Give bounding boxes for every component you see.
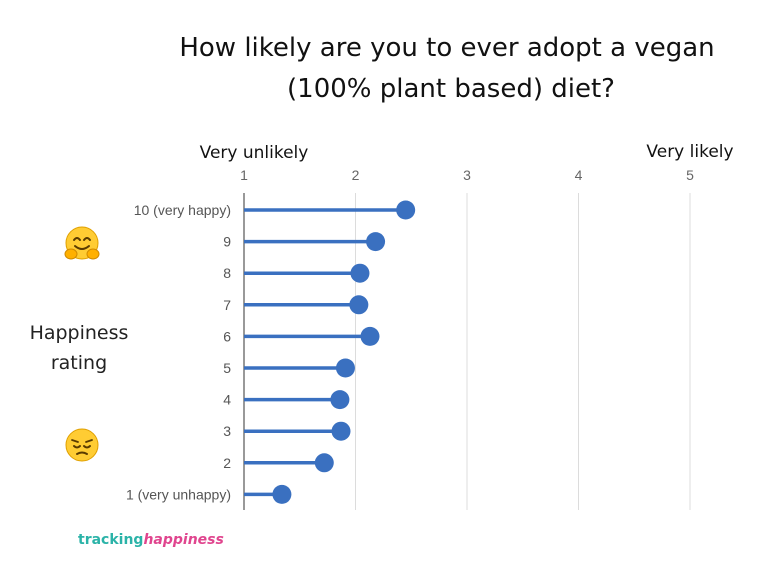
category-label: 6 xyxy=(223,328,231,344)
title-line-2: (100% plant based) diet? xyxy=(287,74,615,104)
pensive-face-icon xyxy=(65,428,99,462)
y-axis-label: Happiness rating xyxy=(14,318,144,378)
category-label: 9 xyxy=(223,234,231,250)
category-label: 3 xyxy=(223,423,231,439)
chart-title: How likely are you to ever adopt a vegan… xyxy=(0,28,782,110)
logo-word-2: happiness xyxy=(143,532,224,548)
x-tick-label: 5 xyxy=(686,167,694,183)
tracking-happiness-logo: trackinghappiness xyxy=(78,532,224,548)
lollipop-point xyxy=(272,484,292,504)
lollipop-point xyxy=(314,453,334,473)
hugging-face-icon xyxy=(64,226,100,260)
x-tick-label: 1 xyxy=(240,167,248,183)
lollipop-point xyxy=(366,232,386,252)
x-tick-label: 2 xyxy=(352,167,360,183)
category-label: 5 xyxy=(223,360,231,376)
y-axis-label-line-1: Happiness xyxy=(29,322,129,344)
category-label: 2 xyxy=(223,455,231,471)
category-label: 8 xyxy=(223,265,231,281)
title-line-1: How likely are you to ever adopt a vegan xyxy=(179,33,715,63)
lollipop-point xyxy=(349,295,369,315)
x-axis-low-label: Very unlikely xyxy=(200,143,309,163)
lollipop-point xyxy=(350,263,370,283)
x-tick-label: 3 xyxy=(463,167,471,183)
lollipop-point xyxy=(331,421,351,441)
category-label: 10 (very happy) xyxy=(134,202,231,218)
category-label: 4 xyxy=(223,392,231,408)
logo-word-1: tracking xyxy=(78,532,144,548)
category-label: 1 (very unhappy) xyxy=(126,486,231,502)
lollipop-point xyxy=(360,326,380,346)
lollipop-point xyxy=(330,390,350,410)
lollipop-point xyxy=(335,358,355,378)
x-tick-label: 4 xyxy=(575,167,583,183)
category-label: 7 xyxy=(223,297,231,313)
y-axis-label-line-2: rating xyxy=(50,352,108,374)
lollipop-point xyxy=(396,200,416,220)
x-axis-high-label: Very likely xyxy=(646,142,733,162)
